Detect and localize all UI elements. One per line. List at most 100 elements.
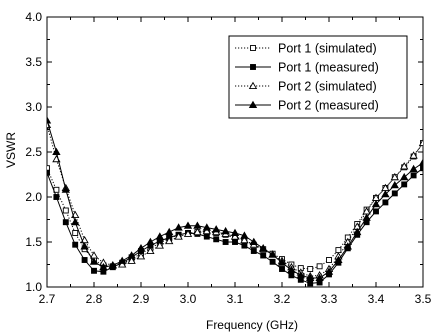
- data-point: [409, 151, 418, 159]
- data-point: [136, 243, 146, 252]
- data-point: [230, 232, 240, 240]
- data-point: [62, 219, 69, 226]
- data-point: [381, 189, 390, 198]
- data-point: [250, 248, 257, 254]
- data-point: [118, 256, 127, 264]
- data-point: [212, 225, 221, 233]
- data-point: [259, 243, 268, 252]
- data-point: [53, 194, 60, 200]
- data-point: [202, 223, 211, 231]
- data-point: [335, 247, 342, 254]
- legend-entry: Port 2 (simulated): [235, 80, 377, 94]
- data-point: [287, 265, 296, 273]
- data-point: [146, 246, 155, 255]
- x-tick-label: 2.8: [86, 292, 103, 306]
- x-tick-label: 3.4: [368, 292, 385, 306]
- x-tick-label: 3.2: [274, 292, 291, 306]
- series-4: [47, 116, 423, 281]
- x-tick-label: 3.5: [415, 292, 432, 306]
- legend-marker: [250, 45, 256, 51]
- data-point: [232, 239, 238, 245]
- data-point: [99, 262, 108, 271]
- data-point: [400, 162, 409, 170]
- axis-layer: 2.7 2.8 2.9 3.0 3.1 3.2 3.3 3.4 3.5 1.0 1.5 2.0 2.5 3…: [25, 10, 431, 306]
- data-point: [202, 226, 211, 235]
- data-point: [288, 272, 295, 279]
- data-point: [400, 172, 409, 181]
- legend-label: Port 2 (measured): [278, 99, 379, 113]
- data-point: [183, 221, 193, 229]
- data-point: [249, 237, 258, 246]
- data-point: [307, 266, 314, 272]
- data-point: [371, 199, 381, 208]
- y-axis-title: VSWR: [4, 132, 18, 168]
- data-point: [277, 258, 287, 266]
- data-point: [71, 217, 80, 226]
- data-point: [240, 231, 249, 239]
- x-tick-label: 2.9: [133, 292, 150, 306]
- data-point: [174, 232, 183, 240]
- series-line: [47, 142, 423, 270]
- data-point: [213, 236, 220, 243]
- data-point: [108, 261, 117, 269]
- data-point: [203, 233, 210, 240]
- data-point: [401, 181, 408, 188]
- data-point: [391, 190, 398, 197]
- legend-entry: Port 1 (measured): [235, 61, 379, 75]
- data-point: [334, 255, 343, 263]
- data-point: [146, 237, 155, 246]
- data-point: [222, 239, 229, 245]
- y-tick-label: 3.5: [25, 55, 42, 69]
- data-point: [165, 236, 174, 245]
- x-tick-label: 3.3: [321, 292, 338, 306]
- legend-marker: [250, 64, 256, 70]
- data-point: [324, 267, 334, 275]
- y-tick-label: 3.0: [25, 100, 42, 114]
- data-point: [62, 207, 69, 214]
- x-tick-label: 3.0: [180, 292, 197, 306]
- data-point: [296, 270, 305, 279]
- y-tick-label: 2.0: [25, 190, 42, 204]
- data-point: [418, 158, 423, 166]
- data-point: [418, 138, 423, 147]
- legend-marker: [248, 100, 258, 109]
- data-point: [307, 280, 314, 287]
- data-point: [306, 273, 315, 281]
- data-point: [382, 199, 389, 206]
- data-point: [52, 147, 61, 156]
- data-point: [390, 172, 399, 181]
- data-point: [80, 242, 89, 250]
- data-point: [326, 257, 332, 263]
- legend-label: Port 1 (measured): [278, 61, 379, 75]
- data-point: [47, 169, 50, 176]
- x-tick-label: 2.7: [39, 292, 56, 306]
- legend-entry: Port 1 (simulated): [235, 42, 377, 56]
- data-point: [315, 273, 324, 281]
- data-point: [193, 227, 202, 236]
- data-point: [174, 223, 183, 231]
- y-tick-label: 2.5: [25, 145, 42, 159]
- data-point: [81, 257, 88, 263]
- data-point: [260, 252, 267, 259]
- data-point: [89, 257, 99, 265]
- data-point: [127, 251, 136, 259]
- data-point: [72, 241, 79, 248]
- data-point: [155, 232, 164, 240]
- data-point: [420, 165, 423, 172]
- legend-entry: Port 2 (measured): [235, 99, 379, 113]
- series-line: [47, 124, 423, 277]
- y-tick-label: 1.0: [25, 280, 42, 294]
- x-tick-label: 3.1: [227, 292, 244, 306]
- data-point: [240, 235, 249, 244]
- data-point: [409, 164, 418, 173]
- series-line: [47, 120, 423, 279]
- data-point: [362, 213, 371, 221]
- data-point: [47, 116, 52, 124]
- legend-label: Port 1 (simulated): [278, 42, 377, 56]
- data-point: [316, 263, 323, 270]
- series-layer: [47, 116, 423, 287]
- data-point: [241, 242, 248, 249]
- x-axis-title: Frequency (GHz): [206, 318, 298, 332]
- data-point: [61, 185, 70, 193]
